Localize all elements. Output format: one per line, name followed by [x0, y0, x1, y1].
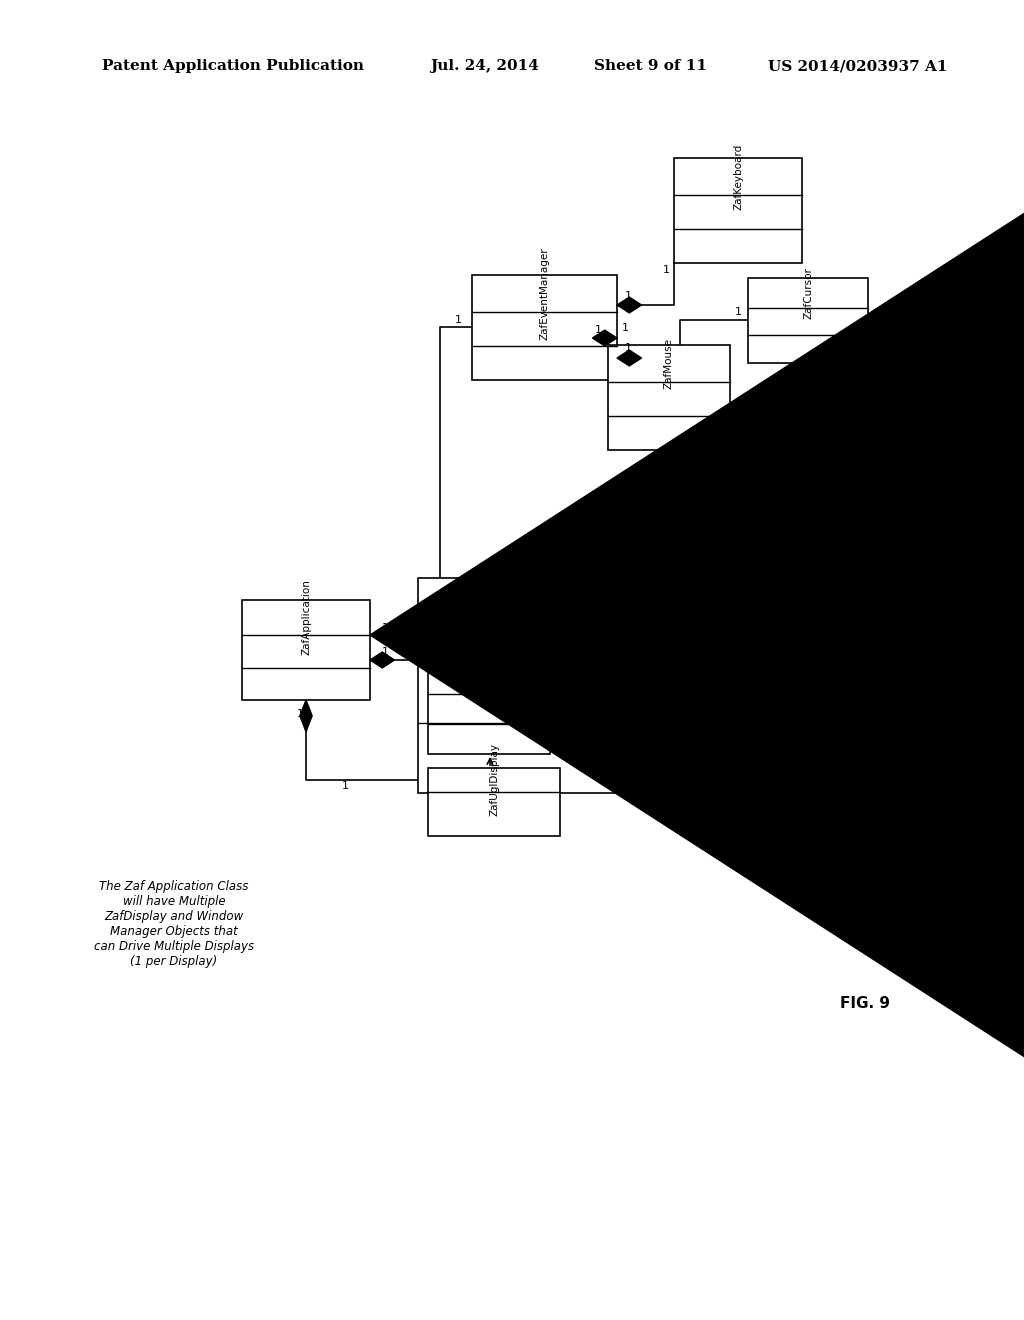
Text: ZafUglDisplay: ZafUglDisplay [489, 743, 499, 816]
Text: The Zaf Application Class
will have Multiple
ZafDisplay and Window
Manager Objec: The Zaf Application Class will have Mult… [94, 880, 254, 968]
Bar [748, 279, 868, 363]
Bar [428, 768, 560, 836]
Text: ZafMouse: ZafMouse [664, 338, 674, 389]
Text: 1: 1 [622, 323, 629, 333]
Bar [242, 601, 370, 700]
Polygon shape [300, 700, 312, 731]
Bar [608, 345, 730, 450]
Polygon shape [370, 0, 1024, 1295]
Polygon shape [617, 297, 642, 313]
Bar [428, 663, 550, 754]
Polygon shape [370, 652, 394, 668]
Bar [472, 275, 617, 380]
Text: 1: 1 [625, 290, 632, 301]
Polygon shape [593, 330, 617, 346]
Text: ZafKeyboard: ZafKeyboard [733, 144, 743, 210]
Text: ZafWindowManager: ZafWindowManager [558, 564, 568, 668]
Bar [674, 158, 802, 263]
Text: US 2014/0203937 A1: US 2014/0203937 A1 [768, 59, 947, 74]
Text: ZafEventManager: ZafEventManager [540, 247, 550, 339]
Text: 1: 1 [297, 709, 303, 719]
Polygon shape [617, 350, 642, 366]
Text: 1: 1 [341, 781, 348, 791]
Text: 1: 1 [663, 265, 670, 275]
Text: ZafApplication: ZafApplication [301, 579, 311, 656]
Text: FIG. 9: FIG. 9 [840, 995, 890, 1011]
Text: 1: 1 [625, 343, 632, 352]
Text: Jul. 24, 2014: Jul. 24, 2014 [430, 59, 539, 74]
Bar [418, 578, 708, 793]
Text: 1: 1 [404, 647, 412, 657]
Text: 1: 1 [595, 325, 601, 335]
Text: 1: 1 [382, 623, 388, 634]
Text: ZafCursor: ZafCursor [803, 267, 813, 319]
Text: Sheet 9 of 11: Sheet 9 of 11 [594, 59, 707, 74]
Text: Patent Application Publication: Patent Application Publication [102, 59, 365, 74]
Text: 1: 1 [734, 308, 741, 317]
Text: 1: 1 [455, 315, 462, 325]
Text: ZafDisplay: ZafDisplay [484, 651, 494, 706]
Text: 1: 1 [382, 647, 388, 657]
